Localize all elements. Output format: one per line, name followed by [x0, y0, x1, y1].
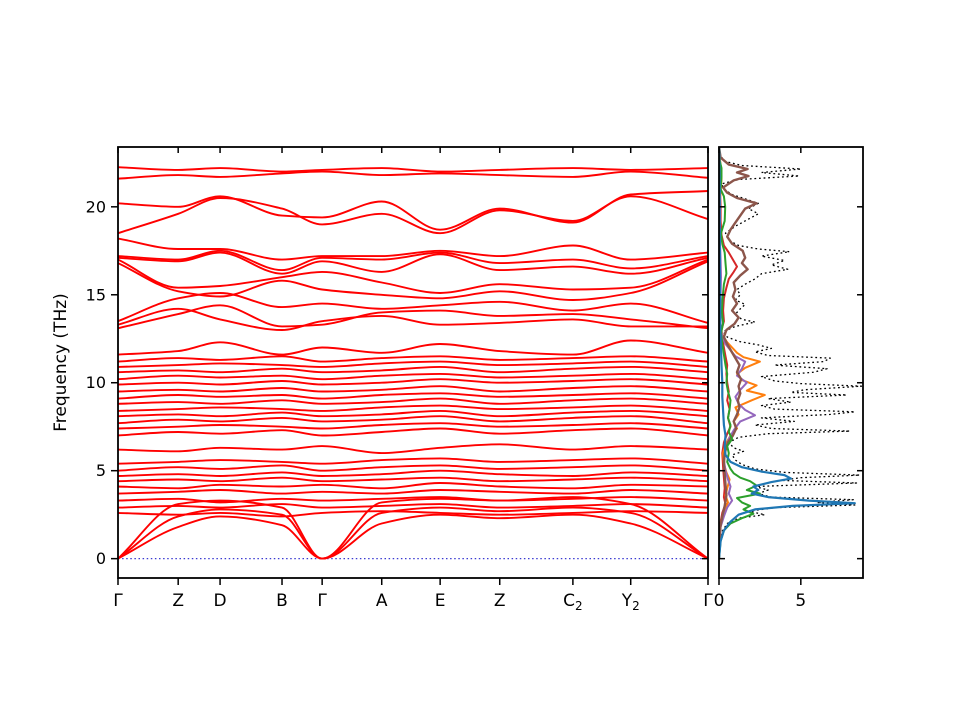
band-line	[118, 249, 708, 272]
kpoint-label: Γ	[113, 591, 123, 611]
kpoint-label: B	[276, 591, 288, 611]
band-line	[118, 378, 708, 386]
dos-xtick-label: 5	[795, 591, 806, 611]
frequency-axis-label: Frequency (THz)	[51, 293, 71, 432]
ytick-label: 0	[96, 549, 106, 568]
band-line	[118, 365, 708, 374]
dos-panel	[719, 147, 863, 559]
kpoint-label: Γ	[703, 591, 713, 611]
kpoint-label: A	[376, 591, 388, 611]
band-line	[118, 170, 708, 180]
band-line	[118, 510, 708, 518]
band-line	[118, 260, 708, 301]
band-line	[118, 496, 708, 504]
band-line	[118, 397, 708, 405]
band-line	[118, 503, 708, 509]
ytick-label: 20	[86, 197, 106, 216]
band-line	[118, 457, 708, 465]
band-line	[118, 355, 708, 363]
dos-curves	[719, 147, 863, 559]
dos-curve-partial-dos-brown	[719, 147, 758, 559]
band-line	[118, 422, 708, 430]
band-line	[118, 258, 708, 294]
band-line	[118, 489, 708, 495]
band-line	[118, 476, 708, 483]
kpoint-label: Z	[172, 591, 184, 611]
band-line	[118, 166, 708, 173]
band-line	[118, 360, 708, 368]
dos-curve-partial-dos-blue	[719, 147, 856, 559]
dos-curve-partial-dos-green	[719, 147, 761, 559]
band-line	[118, 469, 708, 477]
band-line	[118, 513, 708, 560]
phonon-bands	[118, 166, 708, 560]
band-line	[118, 464, 708, 472]
band-line	[118, 292, 708, 324]
kpoint-label: E	[435, 591, 446, 611]
band-line	[118, 190, 708, 231]
kpoint-label: Y2	[621, 591, 640, 613]
band-line	[118, 339, 708, 356]
kpoint-label: Γ	[317, 591, 327, 611]
dos-xtick-label: 0	[714, 591, 725, 611]
dos-curve-total-dos	[719, 147, 863, 559]
ytick-label: 5	[96, 461, 106, 480]
band-line	[118, 409, 708, 418]
ytick-label: 15	[86, 285, 106, 304]
band-line	[118, 251, 708, 275]
kpoint-label: D	[214, 591, 227, 611]
band-line	[118, 304, 708, 330]
band-line	[118, 427, 708, 437]
band-line	[118, 237, 708, 261]
band-frame	[117, 146, 709, 579]
band-line	[118, 385, 708, 393]
band-line	[118, 392, 708, 400]
band-line	[118, 443, 708, 455]
band-structure-panel	[118, 166, 708, 560]
kpoint-label: Z	[494, 591, 506, 611]
band-line	[118, 307, 708, 331]
ytick-label: 10	[86, 373, 106, 392]
band-line	[118, 372, 708, 381]
band-line	[118, 506, 708, 560]
kpoint-label: C2	[563, 591, 583, 613]
dos-frame	[718, 146, 864, 579]
band-line	[118, 482, 708, 490]
band-line	[118, 404, 708, 412]
band-line	[118, 415, 708, 425]
